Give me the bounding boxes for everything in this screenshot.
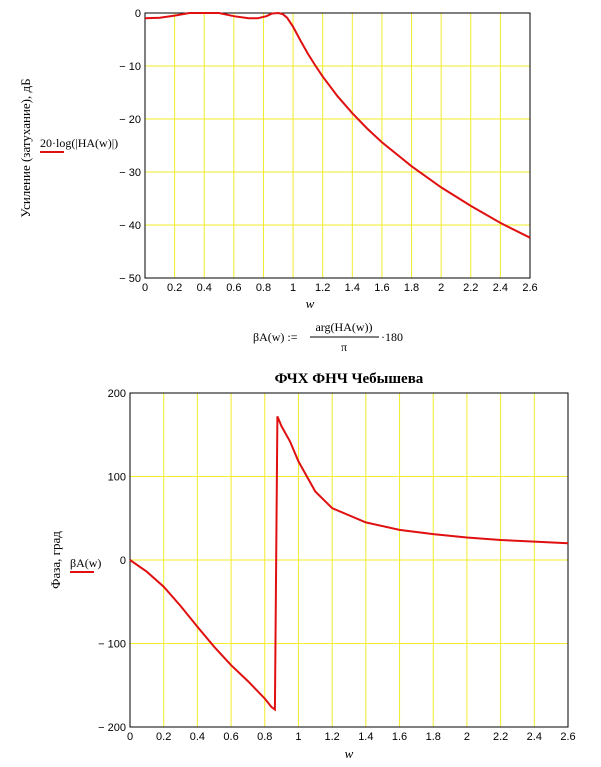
amplitude-x-tick-label: 2 (438, 282, 444, 294)
amplitude-x-tick-label: 2.6 (522, 282, 537, 294)
amplitude-x-tick-label: 0 (142, 282, 148, 294)
phase-x-tick-label: 2.2 (493, 731, 508, 743)
amplitude-x-tick-label: 0.4 (197, 282, 212, 294)
amplitude-legend-label: 20·log(|HA(w)|) (40, 136, 118, 150)
amplitude-y-tick-label: − 10 (119, 61, 141, 73)
amplitude-x-tick-label: 1.8 (404, 282, 419, 294)
amplitude-x-tick-label: 0.8 (256, 282, 271, 294)
amplitude-x-tick-label: 1.2 (315, 282, 330, 294)
amplitude-x-tick-label: 0.6 (226, 282, 241, 294)
phase-x-tick-label: 2.4 (527, 731, 542, 743)
phase-y-tick-label: − 100 (98, 639, 126, 651)
phase-chart-title: ФЧХ ФНЧ Чебышева (275, 371, 424, 387)
phase-x-tick-label: 1.4 (358, 731, 373, 743)
amplitude-y-tick-label: − 40 (119, 220, 141, 232)
amplitude-y-tick-label: − 20 (119, 114, 141, 126)
amplitude-y-tick-label: − 50 (119, 273, 141, 285)
amplitude-y-axis-label: Усиление (затухание), дБ (18, 78, 33, 217)
phase-x-tick-label: 0.2 (156, 731, 171, 743)
phase-formula: βA(w) := arg(HA(w)) π ·180 (253, 320, 403, 354)
amplitude-x-tick-label: 2.4 (493, 282, 508, 294)
formula-lhs: βA(w) := (253, 330, 298, 344)
phase-x-axis-label: w (345, 746, 354, 761)
phase-y-axis-label: Фаза, град (48, 531, 63, 589)
amplitude-x-tick-label: 0.2 (167, 282, 182, 294)
amplitude-x-tick-label: 1 (290, 282, 296, 294)
amplitude-x-tick-label: 1.4 (345, 282, 360, 294)
formula-tail: ·180 (381, 330, 403, 344)
phase-chart: ФЧХ ФНЧ Чебышева 0 0.2 0.4 0.6 0.8 1 1.2 1.4 1.6… (48, 371, 576, 761)
phase-x-tick-label: 1.2 (325, 731, 340, 743)
phase-x-tick-label: 2.6 (560, 731, 575, 743)
phase-series-line (129, 416, 569, 712)
amplitude-y-tick-label: 0 (135, 8, 141, 20)
phase-x-tick-label: 0 (127, 731, 133, 743)
phase-y-ticks: 200 100 0 − 100 − 200 (98, 388, 126, 734)
amplitude-x-tick-label: 2.2 (463, 282, 478, 294)
phase-x-tick-label: 1.8 (426, 731, 441, 743)
formula-denominator: π (341, 340, 347, 354)
amplitude-y-ticks: 0 − 10 − 20 − 30 − 40 − 50 (119, 8, 141, 285)
amplitude-grid (144, 12, 531, 279)
phase-y-tick-label: − 200 (98, 722, 126, 734)
phase-y-tick-label: 100 (108, 472, 126, 484)
amplitude-x-ticks: 0 0.2 0.4 0.6 0.8 1 1.2 1.4 1.6 1.8 2 2.2 2.4 2.6 (142, 282, 538, 294)
phase-legend-label: βA(w) (70, 556, 101, 570)
amplitude-y-tick-label: − 30 (119, 167, 141, 179)
phase-x-tick-label: 2 (464, 731, 470, 743)
amplitude-x-axis-label: w (306, 296, 315, 311)
phase-y-tick-label: 0 (120, 555, 126, 567)
phase-y-tick-label: 200 (108, 388, 126, 400)
phase-x-tick-label: 0.6 (223, 731, 238, 743)
phase-grid (129, 392, 569, 728)
phase-x-ticks: 0 0.2 0.4 0.6 0.8 1 1.2 1.4 1.6 1.8 2 2.2 2.4 2.6 (127, 731, 576, 743)
amplitude-x-tick-label: 1.6 (374, 282, 389, 294)
phase-x-tick-label: 0.4 (190, 731, 205, 743)
formula-numerator: arg(HA(w)) (315, 320, 372, 334)
amplitude-chart: 0 0.2 0.4 0.6 0.8 1 1.2 1.4 1.6 1.8 2 2.2 2.4 2.6 0− … (18, 8, 538, 311)
phase-x-tick-label: 0.8 (257, 731, 272, 743)
amplitude-series-line (144, 11, 531, 239)
amplitude-plot-frame (144, 12, 531, 279)
phase-x-tick-label: 1.6 (392, 731, 407, 743)
phase-x-tick-label: 1 (295, 731, 301, 743)
